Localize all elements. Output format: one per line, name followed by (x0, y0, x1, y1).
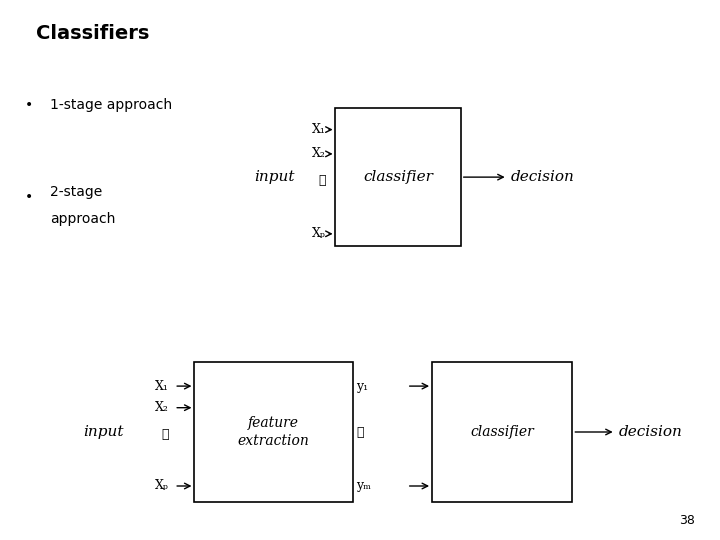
Text: classifier: classifier (363, 170, 433, 184)
Text: Classifiers: Classifiers (36, 24, 149, 43)
Text: y₁: y₁ (356, 380, 369, 393)
Text: approach: approach (50, 212, 116, 226)
Text: Xₚ: Xₚ (156, 480, 169, 492)
Bar (432, 362, 572, 502)
Text: •: • (25, 190, 33, 204)
Text: input: input (83, 425, 123, 439)
Bar (335, 108, 461, 246)
Text: input: input (255, 170, 295, 184)
Text: 1-stage approach: 1-stage approach (50, 98, 173, 112)
Text: feature
extraction: feature extraction (238, 416, 310, 448)
Text: ⋮: ⋮ (319, 174, 326, 187)
Text: ⋮: ⋮ (162, 428, 169, 441)
Bar (194, 362, 353, 502)
Text: X₂: X₂ (156, 401, 169, 414)
Text: X₁: X₁ (312, 123, 326, 136)
Text: ⋮: ⋮ (356, 426, 364, 438)
Text: yₘ: yₘ (356, 480, 372, 492)
Text: classifier: classifier (470, 425, 534, 439)
Text: X₁: X₁ (156, 380, 169, 393)
Text: 2-stage: 2-stage (50, 185, 103, 199)
Text: •: • (25, 98, 33, 112)
Text: X₂: X₂ (312, 147, 326, 160)
Text: decision: decision (511, 170, 575, 184)
Text: decision: decision (619, 425, 683, 439)
Text: 38: 38 (679, 514, 695, 526)
Text: Xₚ: Xₚ (312, 227, 326, 240)
